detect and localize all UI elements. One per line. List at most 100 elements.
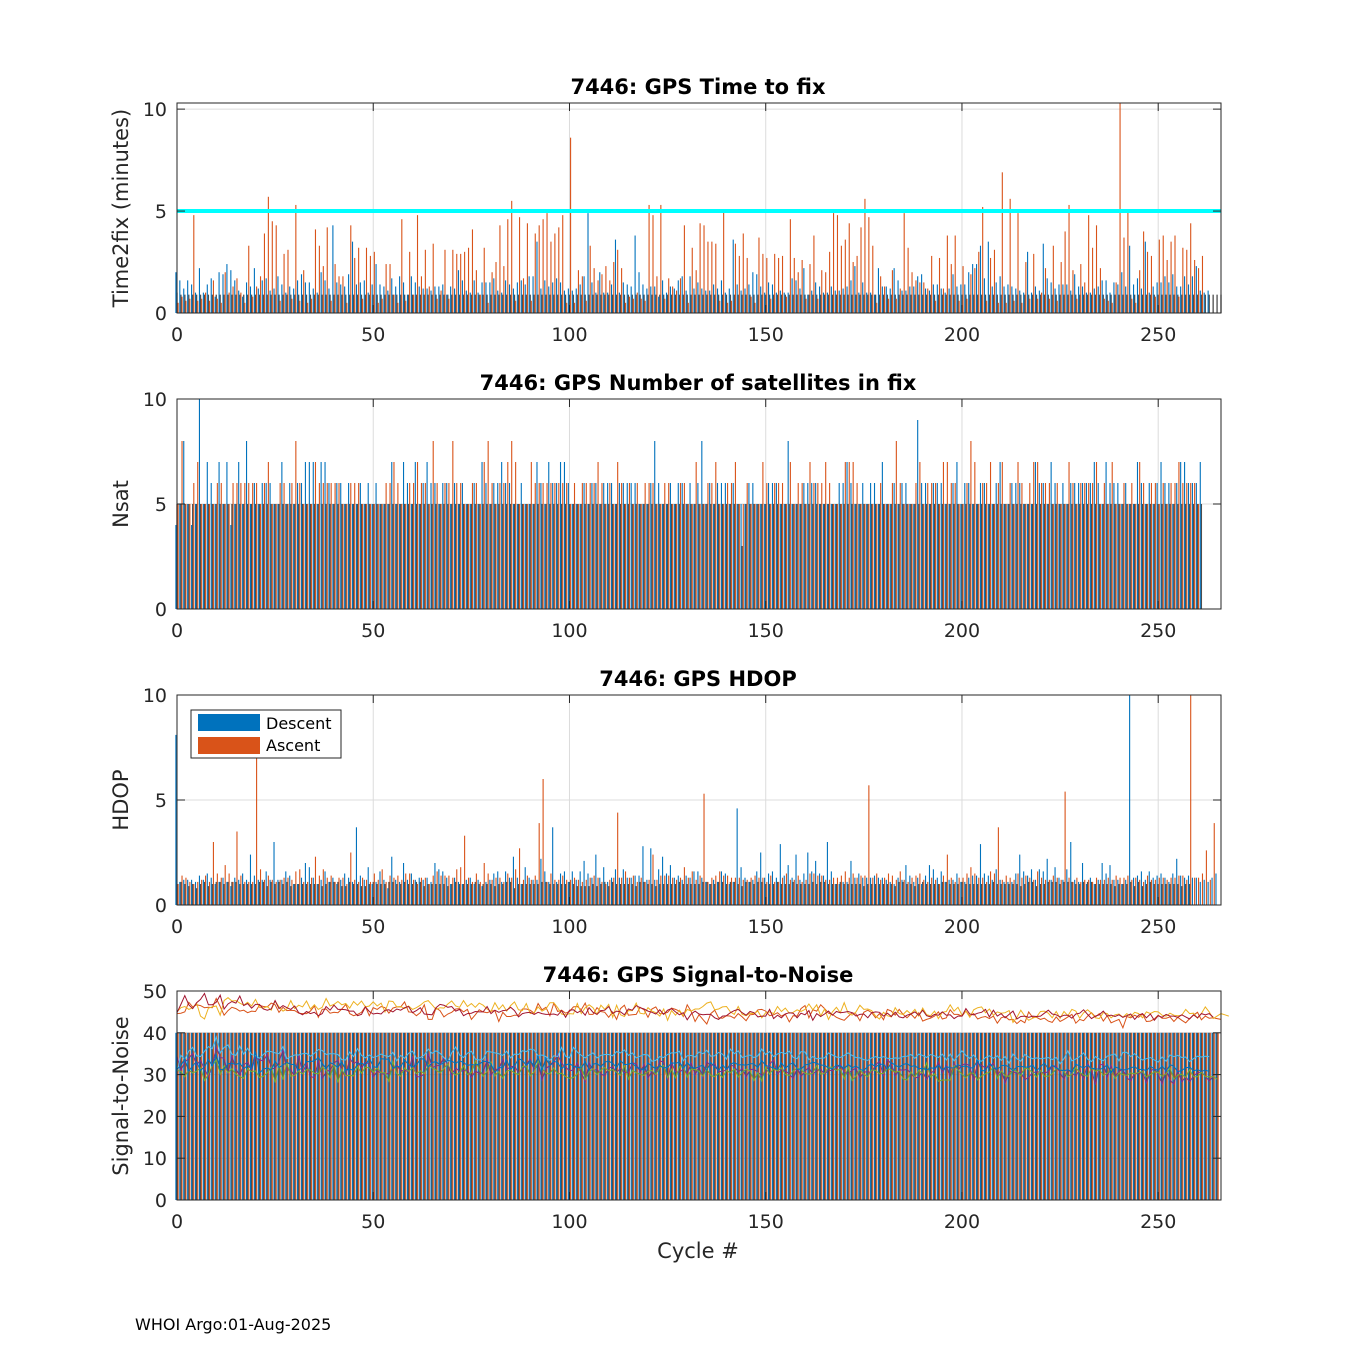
bar-descent <box>591 877 593 905</box>
bar-ascent <box>868 785 870 905</box>
bar-gray <box>863 504 865 609</box>
bar-ascent <box>884 504 886 609</box>
bar-gray <box>737 884 739 905</box>
bar-gray <box>1024 504 1026 609</box>
bar-descent <box>1038 1032 1040 1200</box>
bar-gray <box>992 881 995 905</box>
bar-ascent <box>275 504 277 609</box>
bar-gray <box>973 884 975 905</box>
bar-gray <box>1079 294 1081 313</box>
bar-gray <box>1082 294 1085 313</box>
bar-descent <box>1184 1032 1186 1200</box>
bar-descent <box>1207 290 1209 313</box>
bar-gray <box>678 1032 681 1200</box>
bar-descent <box>485 282 487 313</box>
bar-descent <box>238 1032 240 1200</box>
bar-descent <box>1062 1032 1064 1200</box>
bar-gray <box>258 294 261 313</box>
bar-ascent <box>1068 462 1070 609</box>
bar-gray <box>663 884 665 905</box>
bar-descent <box>952 879 954 905</box>
bar-ascent <box>762 462 764 609</box>
bar-descent <box>658 296 660 313</box>
bar-ascent <box>409 251 411 313</box>
bar-descent <box>944 881 946 905</box>
bar-gray <box>914 1032 916 1200</box>
bar-ascent <box>1166 259 1168 313</box>
bar-ascent <box>358 247 360 313</box>
bar-ascent <box>522 879 525 905</box>
bar-gray <box>1016 1032 1018 1200</box>
bar-gray <box>1075 504 1077 609</box>
bar-descent <box>249 854 252 905</box>
bar-ascent <box>931 877 933 905</box>
bar-gray <box>317 884 319 905</box>
bar-gray <box>1039 884 1042 905</box>
bar-descent <box>516 877 518 905</box>
bar-gray <box>741 546 743 609</box>
bar-gray <box>851 1032 853 1200</box>
bar-descent <box>775 877 777 905</box>
bar-gray <box>596 504 598 609</box>
bar-ascent <box>683 483 685 609</box>
bar-gray <box>800 1032 802 1200</box>
bar-descent <box>304 1032 306 1200</box>
bar-descent <box>493 278 495 313</box>
bar-ascent <box>695 462 697 609</box>
bar-gray <box>969 884 971 905</box>
bar-ascent <box>970 274 972 313</box>
bar-gray <box>988 504 991 609</box>
bar-ascent <box>205 292 207 313</box>
bar-descent <box>508 1032 511 1200</box>
bar-ascent <box>746 257 748 313</box>
bar-ascent <box>1146 251 1149 313</box>
bar-gray <box>980 504 983 609</box>
bar-gray <box>886 1032 889 1200</box>
bar-ascent <box>409 483 411 609</box>
bar-descent <box>779 1032 781 1200</box>
bar-ascent <box>1048 1032 1050 1200</box>
bar-gray <box>1012 1032 1014 1200</box>
bar-descent <box>1101 504 1103 609</box>
x-tick-label: 150 <box>748 620 784 642</box>
bar-descent <box>336 884 338 905</box>
bar-gray <box>521 884 524 905</box>
bar-gray <box>509 294 512 313</box>
bar-descent <box>893 1032 895 1200</box>
bar-ascent <box>903 1032 905 1200</box>
bar-descent <box>202 879 204 905</box>
bar-ascent <box>350 483 352 609</box>
bar-ascent <box>205 1032 207 1200</box>
bar-gray <box>525 504 527 609</box>
bar-descent <box>245 879 248 905</box>
bar-ascent <box>385 881 387 905</box>
bar-ascent <box>903 213 905 313</box>
bar-gray <box>753 884 755 905</box>
bar-gray <box>443 1032 445 1200</box>
bar-gray <box>1055 881 1057 905</box>
bar-ascent <box>1072 270 1074 313</box>
bar-ascent <box>224 272 226 313</box>
bar-descent <box>760 504 762 609</box>
bar-gray <box>372 504 374 609</box>
bar-ascent <box>193 884 195 905</box>
bar-gray <box>419 504 421 609</box>
bar-descent <box>646 1032 648 1200</box>
bar-gray <box>666 884 669 905</box>
bar-descent <box>348 877 350 905</box>
bar-descent <box>607 1032 609 1200</box>
bar-descent <box>917 276 919 313</box>
bar-gray <box>929 504 932 609</box>
bar-descent <box>269 879 271 905</box>
bar-gray <box>659 294 661 313</box>
bar-ascent <box>1186 483 1188 609</box>
bar-descent <box>650 1032 652 1200</box>
bar-ascent <box>256 286 258 313</box>
bar-ascent <box>903 504 905 609</box>
bar-ascent <box>1174 877 1176 905</box>
bar-gray <box>482 294 484 313</box>
bar-ascent <box>581 881 583 905</box>
bar-ascent <box>1174 1032 1176 1200</box>
bar-descent <box>944 292 946 313</box>
bar-ascent <box>683 1032 685 1200</box>
